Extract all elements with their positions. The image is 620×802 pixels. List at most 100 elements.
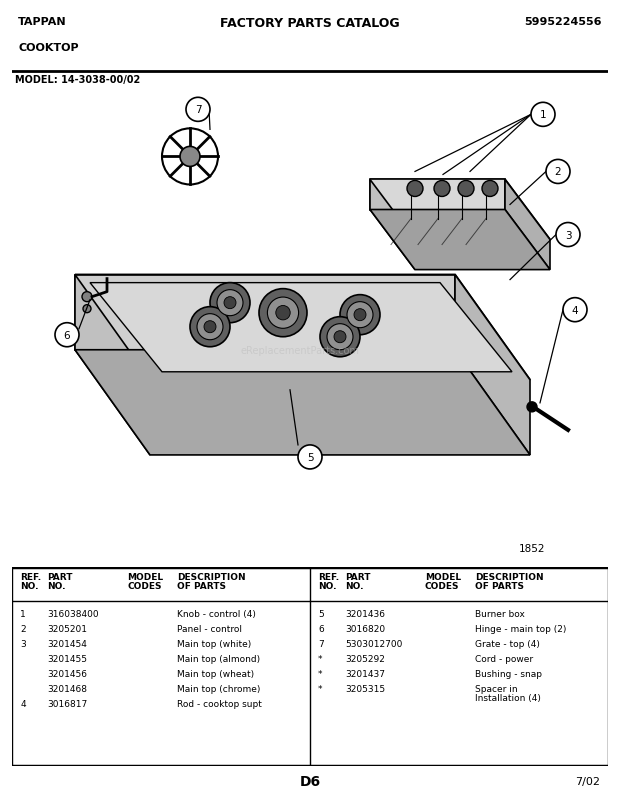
Circle shape (354, 310, 366, 322)
Text: eReplacementParts.com: eReplacementParts.com (241, 346, 360, 355)
Text: Main top (chrome): Main top (chrome) (177, 684, 260, 693)
Text: 3201468: 3201468 (47, 684, 87, 693)
Text: 6: 6 (318, 624, 324, 633)
Text: 5: 5 (307, 452, 313, 462)
Circle shape (458, 181, 474, 197)
Text: 2: 2 (20, 624, 26, 633)
Circle shape (197, 314, 223, 340)
Text: 7: 7 (318, 639, 324, 648)
Circle shape (320, 318, 360, 358)
Text: *: * (318, 684, 322, 693)
Circle shape (434, 181, 450, 197)
Text: CODES: CODES (127, 581, 162, 590)
Text: 3201437: 3201437 (345, 669, 385, 678)
Text: 7/02: 7/02 (575, 776, 600, 786)
Text: TAPPAN: TAPPAN (19, 17, 67, 27)
Text: 3201456: 3201456 (47, 669, 87, 678)
Text: 4: 4 (20, 699, 26, 708)
Polygon shape (75, 275, 150, 456)
Polygon shape (75, 350, 530, 456)
Circle shape (546, 160, 570, 184)
Text: 7: 7 (195, 105, 202, 115)
Text: 5995224556: 5995224556 (524, 17, 601, 27)
Text: PART: PART (47, 572, 73, 581)
Circle shape (259, 290, 307, 338)
Text: Hinge - main top (2): Hinge - main top (2) (475, 624, 566, 633)
Text: Burner box: Burner box (475, 609, 525, 618)
Circle shape (210, 283, 250, 323)
Circle shape (83, 306, 91, 314)
Circle shape (327, 324, 353, 350)
Text: FACTORY PARTS CATALOG: FACTORY PARTS CATALOG (220, 17, 400, 30)
Text: 1852: 1852 (518, 544, 545, 553)
Circle shape (407, 181, 423, 197)
Text: Cord - power: Cord - power (475, 654, 533, 663)
Text: NO.: NO. (318, 581, 337, 590)
Text: 3205292: 3205292 (345, 654, 385, 663)
Text: 316038400: 316038400 (47, 609, 99, 618)
Circle shape (531, 103, 555, 128)
Text: NO.: NO. (20, 581, 39, 590)
Circle shape (180, 148, 200, 168)
Text: Main top (wheat): Main top (wheat) (177, 669, 254, 678)
Text: 3016820: 3016820 (345, 624, 385, 633)
Polygon shape (370, 180, 550, 241)
Polygon shape (75, 275, 530, 380)
Polygon shape (370, 210, 550, 270)
Text: 3205201: 3205201 (47, 624, 87, 633)
Text: REF.: REF. (318, 572, 339, 581)
Circle shape (186, 98, 210, 122)
Text: MODEL: 14-3038-00/02: MODEL: 14-3038-00/02 (15, 75, 140, 85)
Circle shape (224, 298, 236, 310)
Circle shape (334, 331, 346, 343)
Circle shape (204, 322, 216, 334)
Text: 1: 1 (539, 110, 546, 120)
Polygon shape (90, 283, 512, 372)
Text: OF PARTS: OF PARTS (475, 581, 524, 590)
Text: 3: 3 (20, 639, 26, 648)
Text: PART: PART (345, 572, 371, 581)
Text: Bushing - snap: Bushing - snap (475, 669, 542, 678)
Text: 5: 5 (318, 609, 324, 618)
Text: DESCRIPTION: DESCRIPTION (177, 572, 246, 581)
Text: 4: 4 (572, 306, 578, 315)
Text: Spacer in: Spacer in (475, 684, 518, 693)
Text: NO.: NO. (345, 581, 363, 590)
Text: 2: 2 (555, 168, 561, 177)
Circle shape (527, 403, 537, 412)
Text: 3: 3 (565, 230, 571, 241)
Text: 3201454: 3201454 (47, 639, 87, 648)
Circle shape (190, 307, 230, 347)
Text: Main top (white): Main top (white) (177, 639, 252, 648)
Text: 3016817: 3016817 (47, 699, 87, 708)
Text: REF.: REF. (20, 572, 42, 581)
Circle shape (482, 181, 498, 197)
Circle shape (298, 445, 322, 469)
Text: *: * (318, 669, 322, 678)
Polygon shape (505, 180, 550, 270)
Circle shape (55, 323, 79, 347)
Circle shape (347, 302, 373, 328)
Circle shape (556, 223, 580, 247)
Text: 5303012700: 5303012700 (345, 639, 402, 648)
Text: DESCRIPTION: DESCRIPTION (475, 572, 543, 581)
Circle shape (276, 306, 290, 321)
Circle shape (217, 290, 243, 316)
Circle shape (267, 298, 299, 329)
Text: *: * (318, 654, 322, 663)
Text: Installation (4): Installation (4) (475, 693, 541, 702)
Polygon shape (75, 275, 455, 350)
Polygon shape (370, 180, 505, 210)
Text: D6: D6 (299, 774, 321, 788)
Text: Knob - control (4): Knob - control (4) (177, 609, 256, 618)
Text: Grate - top (4): Grate - top (4) (475, 639, 539, 648)
Text: Main top (almond): Main top (almond) (177, 654, 260, 663)
Text: 3201436: 3201436 (345, 609, 385, 618)
Text: 3205315: 3205315 (345, 684, 385, 693)
Text: MODEL: MODEL (425, 572, 461, 581)
Polygon shape (370, 180, 415, 270)
Circle shape (82, 292, 92, 302)
Text: Rod - cooktop supt: Rod - cooktop supt (177, 699, 262, 708)
Text: 3201455: 3201455 (47, 654, 87, 663)
Text: Panel - control: Panel - control (177, 624, 242, 633)
